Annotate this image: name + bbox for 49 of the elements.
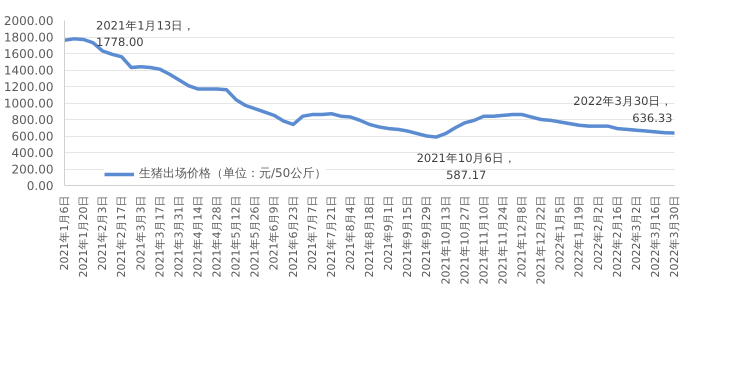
y-tick-label: 600.00 xyxy=(12,130,54,144)
y-tick-label: 1400.00 xyxy=(4,64,54,78)
x-tick-label: 2021年8月4日 xyxy=(344,195,357,270)
x-tick-label: 2021年12月8日 xyxy=(516,195,528,278)
x-tick-label: 2022年2月16日 xyxy=(610,195,624,278)
y-tick-label: 1000.00 xyxy=(4,96,54,110)
y-tick-label: 800.00 xyxy=(12,113,54,127)
x-tick-label: 2022年3月30日 xyxy=(668,195,681,278)
x-tick-label: 2022年2月2日 xyxy=(592,195,605,270)
y-tick-label: 1200.00 xyxy=(4,80,54,94)
x-tick-label: 2021年12月22日 xyxy=(534,195,548,284)
x-tick-label: 2021年8月18日 xyxy=(363,195,376,278)
y-tick-label: 200.00 xyxy=(12,162,54,176)
x-tick-label: 2021年3月3日 xyxy=(134,195,148,270)
x-tick-label: 2021年11月10日 xyxy=(477,195,490,284)
x-tick-label: 2021年3月17日 xyxy=(153,195,166,278)
y-tick-label: 400.00 xyxy=(12,146,54,160)
x-tick-label: 2021年11月24日 xyxy=(496,195,510,284)
x-tick-label: 2021年9月1日 xyxy=(382,195,396,270)
x-tick-label: 2021年10月27日 xyxy=(458,195,472,284)
x-tick-label: 2022年3月16日 xyxy=(648,195,662,278)
x-tick-label: 2021年7月21日 xyxy=(324,195,338,278)
annotation: 2022年3月30日， 636.33 xyxy=(573,94,673,126)
x-tick-label: 2021年7月7日 xyxy=(306,195,319,270)
x-tick-label: 2022年1月5日 xyxy=(554,195,567,270)
x-tick-label: 2021年3月31日 xyxy=(172,195,186,278)
x-tick-label: 2021年6月23日 xyxy=(286,195,300,278)
x-tick-label: 2021年10月13日 xyxy=(439,195,452,284)
x-tick-label: 2021年5月12日 xyxy=(230,195,243,278)
y-tick-label: 1600.00 xyxy=(4,47,54,61)
y-tick-label: 1800.00 xyxy=(4,30,54,44)
x-tick-label: 2022年1月19日 xyxy=(572,195,586,278)
legend-label: 生猪出场价格（单位：元/50公斤） xyxy=(139,165,326,182)
y-tick-label: 2000.00 xyxy=(4,14,54,28)
x-tick-label: 2021年9月29日 xyxy=(420,195,434,278)
x-tick-label: 2021年2月3日 xyxy=(96,195,110,270)
annotation: 2021年10月6日， 587.17 xyxy=(416,151,516,182)
x-tick-label: 2021年4月14日 xyxy=(191,195,204,278)
x-tick-label: 2021年1月20日 xyxy=(77,195,90,278)
x-tick-label: 2021年2月17日 xyxy=(115,195,128,278)
x-tick-label: 2021年1月6日 xyxy=(58,195,71,270)
y-tick-label: 0.00 xyxy=(26,179,54,193)
annotation: 2021年1月13日， 1778.00 xyxy=(96,18,196,50)
x-tick-label: 2022年3月2日 xyxy=(630,195,643,270)
x-tick-label: 2021年6月9日 xyxy=(268,195,281,270)
x-tick-label: 2021年9月15日 xyxy=(401,195,414,278)
x-tick-label: 2021年5月26日 xyxy=(248,195,262,278)
line-series xyxy=(64,37,674,139)
x-tick-label: 2021年4月28日 xyxy=(210,195,224,278)
